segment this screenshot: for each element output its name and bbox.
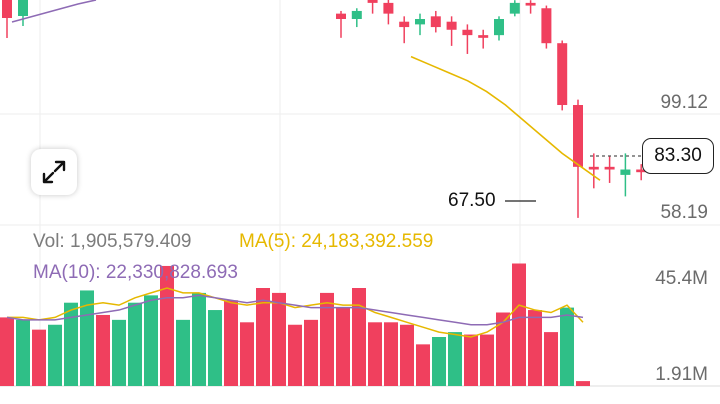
volume-bar	[224, 300, 238, 386]
volume-ma10-label: MA(10): 22,330,828.693	[33, 262, 238, 283]
volume-bar	[336, 307, 350, 386]
low-price-marker: 67.50	[448, 190, 496, 211]
volume-bar	[448, 332, 462, 386]
price-axis-lower-label: 58.19	[660, 202, 708, 223]
candle	[525, 2, 536, 6]
candle	[604, 166, 615, 170]
candle	[351, 10, 362, 20]
candles	[2, 0, 647, 218]
candle	[541, 8, 552, 44]
candle	[557, 43, 568, 106]
volume-bar	[544, 332, 558, 386]
volume-bar	[400, 324, 414, 386]
volume-ma5-line	[7, 287, 584, 338]
volume-bar	[64, 302, 78, 386]
candle	[18, 0, 28, 16]
volume-bar	[320, 292, 334, 386]
candle	[588, 166, 599, 170]
candle	[462, 29, 473, 36]
expand-arrows-icon	[42, 160, 66, 184]
volume-bar	[576, 381, 590, 386]
candle	[430, 16, 441, 28]
expand-button[interactable]	[31, 149, 77, 195]
volume-bar	[464, 334, 478, 386]
ma10-line	[11, 0, 97, 23]
volume-bar	[512, 263, 526, 386]
volume-bar	[272, 292, 286, 386]
volume-ma5-label: MA(5): 24,183,392.559	[239, 231, 434, 252]
candle	[2, 0, 12, 18]
candle	[620, 169, 631, 175]
volume-bar	[304, 319, 318, 386]
volume-bar	[48, 324, 62, 386]
volume-bar	[144, 295, 158, 386]
volume-bar	[352, 288, 366, 386]
candle	[509, 2, 520, 14]
price-ma-line	[11, 0, 601, 181]
volume-bar	[256, 288, 270, 386]
volume-bar	[496, 312, 510, 386]
volume-bar	[368, 322, 382, 386]
candle	[478, 35, 489, 38]
volume-bar	[112, 319, 126, 386]
volume-bar	[560, 307, 574, 386]
volume-bars	[0, 263, 590, 386]
volume-ma-lines	[6, 287, 584, 338]
volume-bar	[128, 302, 142, 386]
candle	[367, 0, 378, 3]
candle	[415, 19, 425, 25]
volume-bar	[240, 322, 254, 386]
volume-bar	[384, 322, 398, 386]
volume-value-label: Vol: 1,905,579.409	[33, 231, 192, 252]
volume-bar	[16, 319, 30, 386]
volume-bar	[528, 310, 542, 386]
volume-bar	[32, 329, 46, 386]
candle	[446, 21, 457, 30]
volume-bar	[288, 324, 302, 386]
candle	[636, 169, 647, 173]
volume-axis-lower-label: 1.91M	[655, 364, 708, 385]
price-axis-upper-label: 99.12	[660, 92, 708, 113]
current-price-tag[interactable]: 83.30	[642, 138, 714, 174]
volume-axis-upper-label: 45.4M	[655, 268, 708, 289]
volume-bar	[160, 265, 174, 386]
candle	[494, 19, 504, 36]
candle	[573, 105, 583, 167]
candle	[399, 21, 410, 28]
volume-bar	[0, 317, 14, 386]
volume-bar	[176, 319, 190, 386]
volume-bar	[432, 337, 446, 386]
candle	[383, 2, 394, 14]
candle	[336, 13, 346, 20]
volume-bar	[208, 310, 222, 386]
volume-bar	[480, 334, 494, 386]
volume-bar	[416, 344, 430, 386]
ma5-line	[410, 55, 601, 181]
volume-ma10-line	[6, 294, 584, 326]
volume-bar	[96, 314, 110, 386]
volume-bar	[192, 292, 206, 386]
